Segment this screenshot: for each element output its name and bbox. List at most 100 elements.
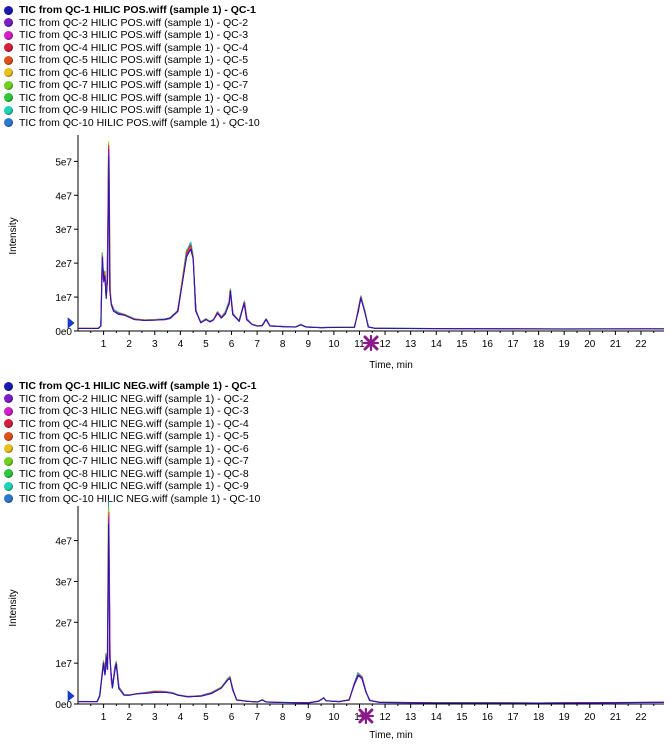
legend-item[interactable]: TIC from QC-2 HILIC POS.wiff (sample 1) … <box>4 17 260 30</box>
x-tick-label: 9 <box>306 339 312 350</box>
legend-label: TIC from QC-10 HILIC POS.wiff (sample 1)… <box>19 116 260 129</box>
legend-item[interactable]: TIC from QC-1 HILIC NEG.wiff (sample 1) … <box>4 380 260 393</box>
series-line <box>78 500 664 704</box>
series-line <box>78 523 664 704</box>
legend-item[interactable]: TIC from QC-5 HILIC NEG.wiff (sample 1) … <box>4 430 260 443</box>
legend-color-dot-icon <box>4 394 13 404</box>
x-axis-label: Time, min <box>369 730 413 741</box>
x-tick-label: 16 <box>482 712 494 723</box>
x-tick-label: 5 <box>203 712 209 723</box>
x-tick-label: 6 <box>229 712 235 723</box>
series-line <box>77 145 665 330</box>
legend-item[interactable]: TIC from QC-3 HILIC NEG.wiff (sample 1) … <box>4 405 260 418</box>
x-tick-label: 9 <box>306 712 312 723</box>
legend-label: TIC from QC-10 HILIC NEG.wiff (sample 1)… <box>19 492 261 505</box>
legend-color-dot-icon <box>4 30 13 40</box>
legend-label: TIC from QC-6 HILIC NEG.wiff (sample 1) … <box>19 442 249 455</box>
legend-color-dot-icon <box>4 55 13 65</box>
legend-color-dot-icon <box>4 456 13 466</box>
x-tick-label: 15 <box>456 712 468 723</box>
y-tick-label: 3e7 <box>55 577 72 588</box>
legend-label: TIC from QC-1 HILIC POS.wiff (sample 1) … <box>19 4 256 16</box>
x-tick-label: 8 <box>280 712 286 723</box>
series-line <box>77 511 665 704</box>
cursor-marker-icon[interactable] <box>357 707 374 725</box>
neg-chart-svg[interactable]: 1 2 3 4 5 6 7 8 9 10 11 12 13 14 15 16 17 18 19 20 21 220e01e… <box>0 372 669 744</box>
series-line <box>78 515 665 704</box>
y-tick-label: 0e0 <box>55 327 72 338</box>
legend-label: TIC from QC-4 HILIC NEG.wiff (sample 1) … <box>19 417 249 430</box>
x-tick-label: 4 <box>178 339 184 350</box>
series-line <box>78 148 664 330</box>
x-tick-label: 20 <box>584 712 596 723</box>
series-line <box>77 148 664 330</box>
cursor-marker-icon[interactable] <box>362 334 380 352</box>
legend-color-dot-icon <box>4 481 13 491</box>
start-arrow-icon[interactable] <box>67 317 75 329</box>
legend-item[interactable]: TIC from QC-7 HILIC POS.wiff (sample 1) … <box>4 79 260 92</box>
legend-item[interactable]: TIC from QC-9 HILIC NEG.wiff (sample 1) … <box>4 480 260 493</box>
legend-color-dot-icon <box>4 494 13 504</box>
x-tick-label: 17 <box>507 339 519 350</box>
legend-item[interactable]: TIC from QC-10 HILIC POS.wiff (sample 1)… <box>4 117 260 130</box>
legend-label: TIC from QC-5 HILIC POS.wiff (sample 1) … <box>19 54 249 66</box>
x-tick-label: 20 <box>584 339 596 350</box>
series-line <box>78 148 664 330</box>
pos-legend: TIC from QC-1 HILIC POS.wiff (sample 1) … <box>4 4 260 129</box>
legend-item[interactable]: TIC from QC-2 HILIC NEG.wiff (sample 1) … <box>4 393 260 406</box>
x-tick-label: 18 <box>533 339 545 350</box>
y-tick-label: 2e7 <box>55 259 72 270</box>
series-line <box>77 141 665 330</box>
series-line <box>78 145 664 330</box>
x-tick-label: 21 <box>610 339 622 350</box>
legend-item[interactable]: TIC from QC-1 HILIC POS.wiff (sample 1) … <box>4 4 260 17</box>
x-tick-label: 18 <box>533 712 545 723</box>
x-tick-label: 14 <box>431 712 443 723</box>
legend-item[interactable]: TIC from QC-10 HILIC NEG.wiff (sample 1)… <box>4 493 260 506</box>
legend-label: TIC from QC-5 HILIC NEG.wiff (sample 1) … <box>19 430 249 442</box>
series-line <box>78 508 665 704</box>
start-arrow-icon[interactable] <box>67 690 75 702</box>
legend-color-dot-icon <box>4 444 13 454</box>
legend-item[interactable]: TIC from QC-8 HILIC POS.wiff (sample 1) … <box>4 92 260 105</box>
legend-item[interactable]: TIC from QC-8 HILIC NEG.wiff (sample 1) … <box>4 468 260 481</box>
x-tick-label: 14 <box>431 339 443 350</box>
y-tick-label: 4e7 <box>55 537 72 548</box>
legend-color-dot-icon <box>4 381 13 391</box>
legend-item[interactable]: TIC from QC-6 HILIC POS.wiff (sample 1) … <box>4 67 260 80</box>
x-axis-label: Time, min <box>369 360 413 371</box>
legend-color-dot-icon <box>4 68 13 78</box>
legend-item[interactable]: TIC from QC-3 HILIC POS.wiff (sample 1) … <box>4 29 260 42</box>
legend-item[interactable]: TIC from QC-4 HILIC NEG.wiff (sample 1) … <box>4 418 260 431</box>
legend-item[interactable]: TIC from QC-4 HILIC POS.wiff (sample 1) … <box>4 42 260 55</box>
x-tick-label: 12 <box>380 712 392 723</box>
legend-label: TIC from QC-8 HILIC POS.wiff (sample 1) … <box>19 91 249 104</box>
series-line <box>78 504 664 704</box>
x-tick-label: 22 <box>635 339 647 350</box>
x-tick-label: 3 <box>152 712 158 723</box>
legend-color-dot-icon <box>4 93 13 103</box>
x-tick-label: 11 <box>354 339 365 350</box>
series-line <box>77 519 664 704</box>
y-tick-label: 5e7 <box>55 157 72 168</box>
x-tick-label: 10 <box>328 712 340 723</box>
legend-label: TIC from QC-2 HILIC NEG.wiff (sample 1) … <box>19 392 249 405</box>
legend-item[interactable]: TIC from QC-6 HILIC NEG.wiff (sample 1) … <box>4 443 260 456</box>
legend-color-dot-icon <box>4 5 13 15</box>
pos-chart-svg[interactable]: 1 2 3 4 5 6 7 8 9 10 11 12 13 14 15 16 17 18 19 20 21 220e01e… <box>0 0 669 372</box>
legend-item[interactable]: TIC from QC-5 HILIC POS.wiff (sample 1) … <box>4 54 260 67</box>
legend-item[interactable]: TIC from QC-7 HILIC NEG.wiff (sample 1) … <box>4 455 260 468</box>
x-tick-label: 1 <box>101 339 107 350</box>
x-tick-label: 10 <box>328 339 340 350</box>
y-tick-label: 1e7 <box>55 293 72 304</box>
series-line <box>78 141 665 330</box>
x-tick-label: 19 <box>559 339 571 350</box>
x-tick-label: 7 <box>254 712 260 723</box>
legend-item[interactable]: TIC from QC-9 HILIC POS.wiff (sample 1) … <box>4 104 260 117</box>
series-line <box>78 511 665 704</box>
legend-label: TIC from QC-3 HILIC NEG.wiff (sample 1) … <box>19 405 249 417</box>
legend-label: TIC from QC-7 HILIC POS.wiff (sample 1) … <box>19 79 249 91</box>
x-tick-label: 11 <box>354 712 365 723</box>
legend-label: TIC from QC-7 HILIC NEG.wiff (sample 1) … <box>19 455 249 467</box>
y-axis-label: Intensity <box>8 217 19 254</box>
